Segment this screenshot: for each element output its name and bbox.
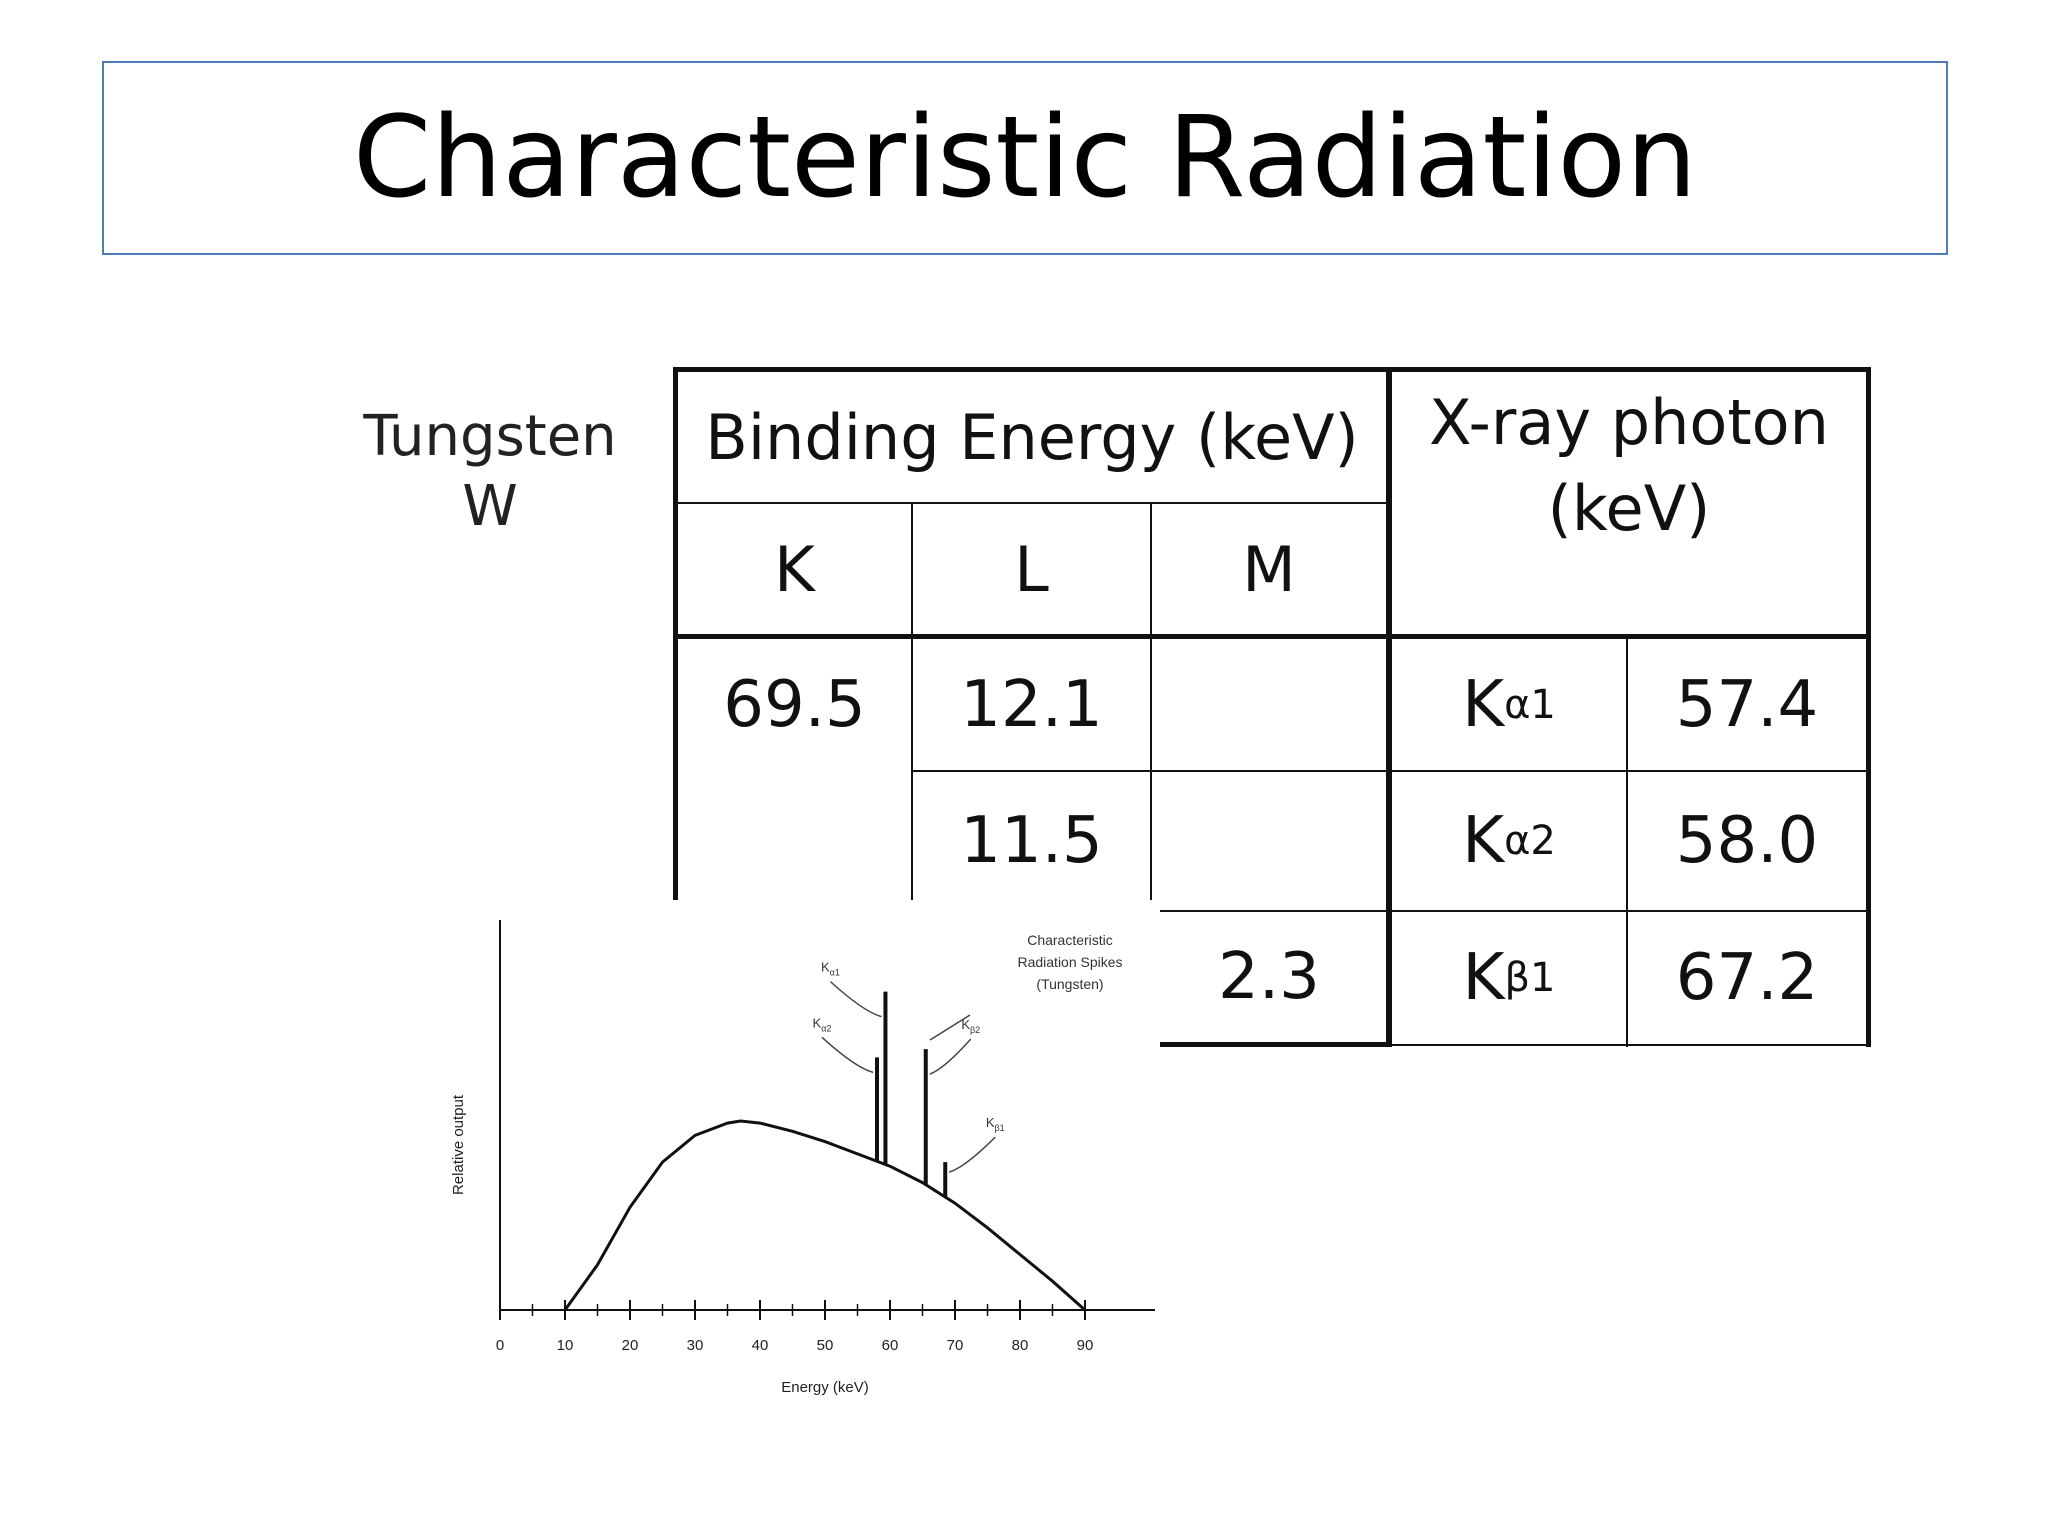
x-tick-label-90: 90 [1077, 1337, 1094, 1354]
x-tick-label-70: 70 [947, 1337, 964, 1354]
header-bottom-border [673, 634, 1871, 639]
table-top-border [673, 367, 1871, 372]
spike-label-β1: Kβ1 [986, 1115, 1005, 1133]
element-label: Tungsten W [360, 402, 620, 542]
y-axis-label: Relative output [450, 1094, 467, 1195]
x-tick-label-60: 60 [882, 1337, 899, 1354]
annotation-line: Radiation Spikes [1017, 954, 1122, 970]
binding-energy-header: Binding Energy (keV) [705, 400, 1359, 474]
photon-bottom-border [1389, 1044, 1871, 1046]
spectrum-curve [563, 1119, 1086, 1312]
photon-line-sub: α1 [1504, 681, 1556, 728]
x-tick-label-80: 80 [1012, 1337, 1029, 1354]
shell-m-header: M [1242, 532, 1296, 606]
binding-k-row1: 69.5 [723, 667, 866, 742]
x-tick-label-0: 0 [496, 1337, 504, 1354]
spike-pointer-β2 [929, 1038, 972, 1075]
photon-energy-row1: 57.4 [1675, 667, 1819, 742]
photon-line-sub: β1 [1504, 955, 1556, 1001]
binding-l-row2: 11.5 [960, 804, 1103, 878]
annotation-line: Characteristic [1027, 932, 1113, 948]
spike-label-α2: Kα2 [813, 1015, 832, 1033]
x-tick-label-40: 40 [752, 1337, 769, 1354]
photon-line-base: K [1462, 667, 1505, 742]
element-name: Tungsten [363, 404, 617, 469]
annotation-line: (Tungsten) [1036, 976, 1103, 992]
x-tick-label-30: 30 [687, 1337, 704, 1354]
table-right-border [1866, 367, 1871, 1047]
table-mid-border [1386, 367, 1392, 1047]
row-divider-1 [911, 770, 1871, 772]
binding-l-row1: 12.1 [960, 667, 1103, 742]
photon-header-line2: (keV) [1547, 471, 1711, 545]
spectrum-chart-panel: 0 10 20 30 40 50 60 70 80 90 Energy (keV) Relative … [410, 900, 1160, 1420]
binding-m-row3: 2.3 [1218, 940, 1320, 1014]
photon-header-line1: X-ray photon [1429, 385, 1829, 459]
shell-l-header: L [1014, 532, 1049, 606]
photon-energy-row2: 58.0 [1675, 804, 1819, 878]
x-tick-label-20: 20 [622, 1337, 639, 1354]
photon-line-sub: α2 [1504, 818, 1556, 864]
photon-line-base: K [1462, 941, 1505, 1015]
col-divider-photon [1626, 636, 1628, 1047]
col-divider-kl [911, 502, 913, 902]
spike-pointer-β1 [949, 1136, 996, 1173]
x-tick-label-50: 50 [817, 1337, 834, 1354]
row-divider-2 [1150, 910, 1871, 912]
m-bottom-border [1150, 1042, 1390, 1047]
annotation-arrow [929, 1014, 971, 1041]
x-axis-label: Energy (keV) [781, 1379, 869, 1396]
shell-k-header: K [774, 532, 815, 606]
spike-label-β2: Kβ2 [961, 1017, 980, 1035]
photon-energy-row3: 67.2 [1675, 941, 1819, 1015]
title-box: Characteristic Radiation [102, 61, 1948, 255]
header-divider [673, 502, 1389, 504]
photon-line-base: K [1462, 804, 1505, 878]
spike-label-α1: Kα1 [821, 960, 840, 978]
x-tick-label-10: 10 [557, 1337, 574, 1354]
slide-title: Characteristic Radiation [353, 93, 1697, 223]
spike-pointer-α2 [821, 1036, 874, 1074]
spike-pointer-α1 [829, 981, 882, 1018]
col-divider-lm [1150, 502, 1152, 1047]
spectrum-chart: 0 10 20 30 40 50 60 70 80 90 Energy (keV) Relative … [450, 920, 1155, 1396]
element-symbol: W [462, 474, 518, 539]
